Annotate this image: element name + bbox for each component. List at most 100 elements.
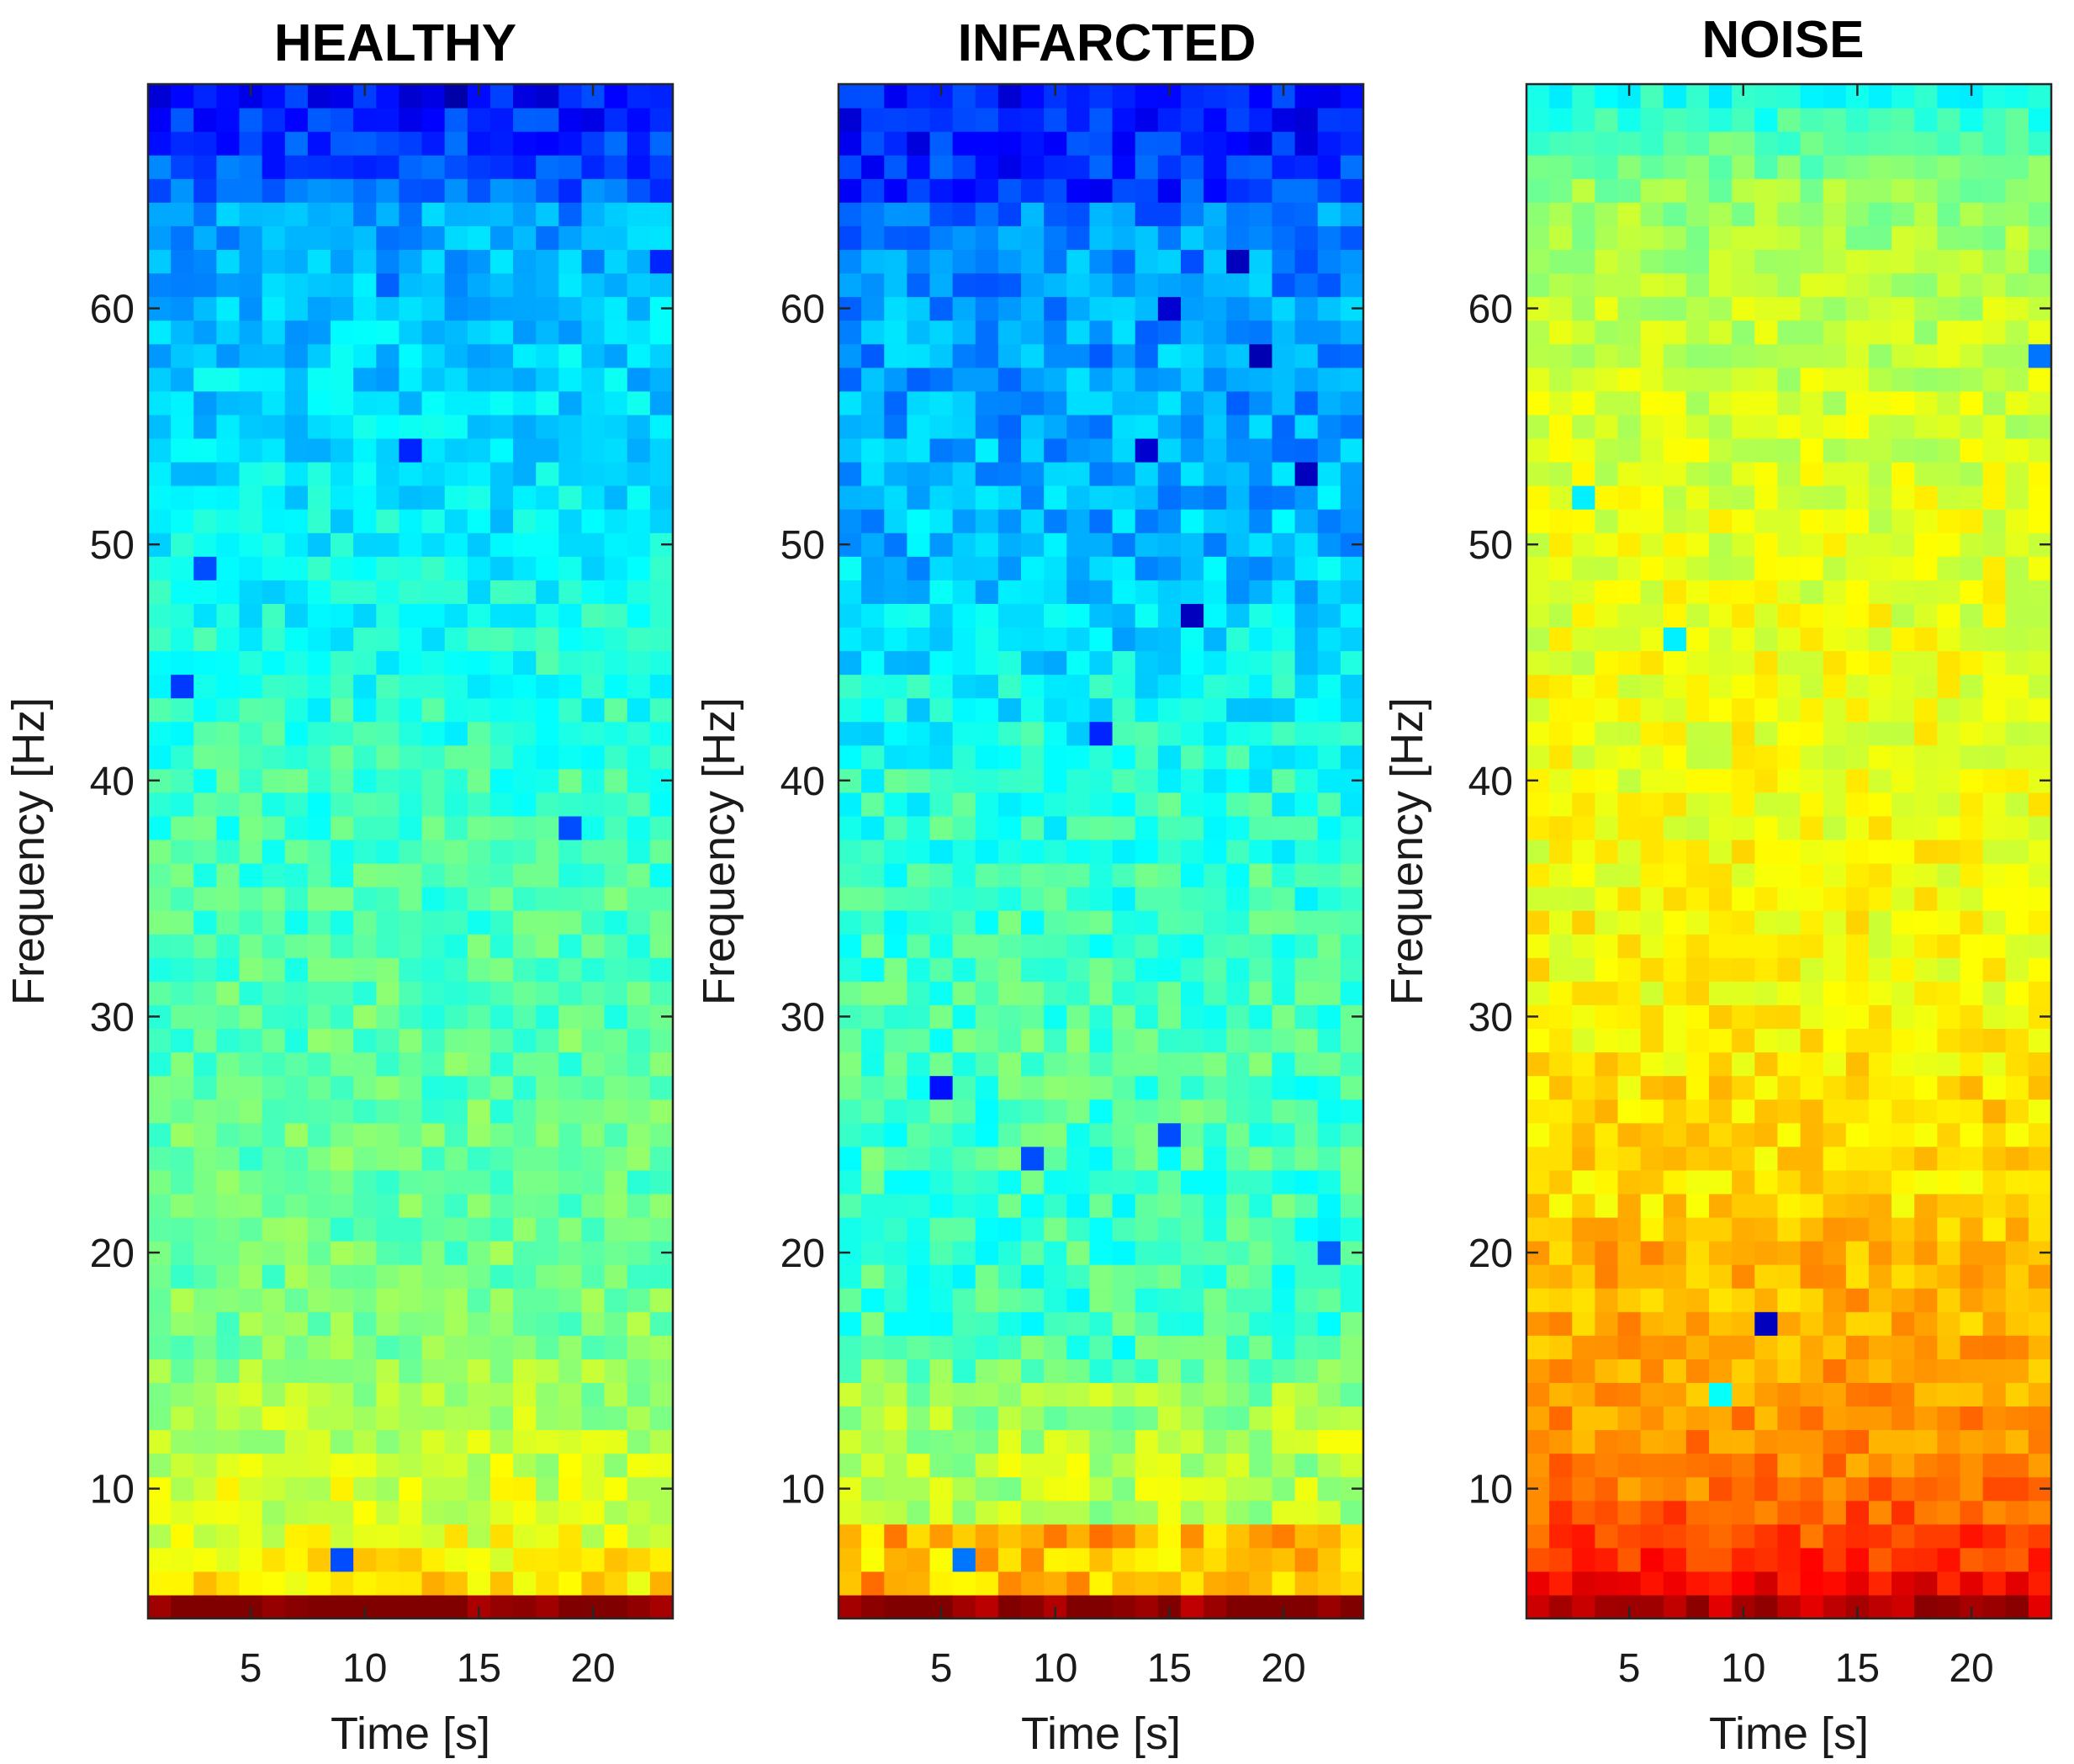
heatmap-cell xyxy=(884,1241,907,1265)
heatmap-cell xyxy=(1754,957,1779,982)
heatmap-cell xyxy=(2005,580,2029,604)
heatmap-cell xyxy=(1226,1122,1250,1147)
heatmap-cell xyxy=(1914,1288,1938,1312)
heatmap-cell xyxy=(421,1311,446,1336)
heatmap-cell xyxy=(148,721,172,746)
heatmap-cell xyxy=(1526,225,1550,251)
heatmap-cell xyxy=(376,697,400,723)
heatmap-cell xyxy=(1135,1476,1159,1502)
heatmap-cell xyxy=(907,1241,931,1265)
heatmap-cell xyxy=(861,296,885,321)
chart-title: NOISE xyxy=(1702,11,1865,69)
heatmap-cell xyxy=(649,1028,674,1053)
heatmap-cell xyxy=(2005,108,2029,132)
heatmap-cell xyxy=(1180,1571,1204,1596)
heatmap-cell xyxy=(1089,1359,1114,1383)
heatmap-cell xyxy=(148,1335,172,1359)
heatmap-cell xyxy=(1732,1216,1755,1242)
heatmap-cell xyxy=(1021,957,1045,982)
heatmap-cell xyxy=(307,390,331,416)
heatmap-cell xyxy=(1157,343,1182,368)
heatmap-cell xyxy=(1112,910,1136,935)
heatmap-cell xyxy=(216,887,241,911)
heatmap-cell xyxy=(1617,910,1642,935)
heatmap-cell xyxy=(1937,249,1961,274)
heatmap-cell xyxy=(1845,1571,1870,1596)
heatmap-cell xyxy=(952,1169,976,1195)
heatmap-cell xyxy=(353,108,377,132)
heatmap-cell xyxy=(239,1288,263,1312)
heatmap-cell xyxy=(239,1523,263,1549)
heatmap-cell xyxy=(239,1099,263,1124)
heatmap-cell xyxy=(1021,1500,1045,1525)
heatmap-cell xyxy=(1317,1099,1341,1124)
heatmap-cell xyxy=(952,390,976,416)
heatmap-cell xyxy=(1066,768,1091,793)
heatmap-cell xyxy=(262,887,286,911)
heatmap-cell xyxy=(331,1547,354,1572)
heatmap-cell xyxy=(353,1146,377,1171)
heatmap-cell xyxy=(2028,225,2052,251)
heatmap-cell xyxy=(1135,1311,1159,1336)
heatmap-cell xyxy=(1891,1122,1915,1147)
heatmap-cell xyxy=(1572,556,1595,580)
heatmap-cell xyxy=(1226,509,1250,533)
heatmap-cell xyxy=(1066,1382,1091,1407)
heatmap-cell xyxy=(1914,485,1938,510)
heatmap-cell xyxy=(1663,1547,1687,1572)
heatmap-cell xyxy=(536,1571,559,1596)
heatmap-cell xyxy=(649,1594,674,1619)
heatmap-cell xyxy=(239,1382,263,1407)
heatmap-cell xyxy=(1617,390,1642,416)
heatmap-cell xyxy=(1823,1193,1847,1218)
heatmap-cell xyxy=(861,580,885,604)
heatmap-cell xyxy=(627,957,651,982)
heatmap-cell xyxy=(1754,155,1779,179)
heatmap-cell xyxy=(1937,650,1961,675)
heatmap-cell xyxy=(1891,1004,1915,1030)
heatmap-cell xyxy=(399,910,423,935)
heatmap-cell xyxy=(1089,343,1114,368)
heatmap-cell xyxy=(1960,603,1984,628)
heatmap-cell xyxy=(1617,792,1642,817)
heatmap-cell xyxy=(997,1122,1022,1147)
heatmap-cell xyxy=(1204,296,1227,321)
heatmap-cell xyxy=(604,1453,628,1478)
heatmap-cell xyxy=(1157,839,1182,864)
heatmap-cell xyxy=(307,1406,331,1431)
heatmap-cell xyxy=(604,437,628,463)
heatmap-cell xyxy=(884,603,907,628)
heatmap-cell xyxy=(353,509,377,533)
heatmap-cell xyxy=(1572,768,1595,793)
heatmap-cell xyxy=(1663,627,1687,652)
heatmap-cell xyxy=(513,1099,537,1124)
heatmap-cell xyxy=(1800,509,1824,533)
heatmap-cell xyxy=(1891,839,1915,864)
heatmap-cell xyxy=(627,934,651,958)
heatmap-cell xyxy=(884,1476,907,1502)
heatmap-cell xyxy=(604,1335,628,1359)
heatmap-cell xyxy=(1709,202,1733,226)
heatmap-cell xyxy=(1226,131,1250,156)
heatmap-cell xyxy=(239,367,263,392)
heatmap-cell xyxy=(284,1193,309,1218)
heatmap-cell xyxy=(884,580,907,604)
heatmap-cell xyxy=(353,1476,377,1502)
heatmap-cell xyxy=(1709,1264,1733,1289)
heatmap-cell xyxy=(997,1169,1022,1195)
heatmap-cell xyxy=(907,1099,931,1124)
heatmap-cell xyxy=(1800,1429,1824,1454)
heatmap-cell xyxy=(399,1335,423,1359)
heatmap-cell xyxy=(907,603,931,628)
heatmap-cell xyxy=(839,721,862,746)
heatmap-cell xyxy=(2005,1004,2029,1030)
heatmap-cell xyxy=(1777,556,1802,580)
heatmap-cell xyxy=(376,815,400,840)
heatmap-cell xyxy=(148,131,172,156)
heatmap-cell xyxy=(627,532,651,557)
heatmap-cell xyxy=(262,863,286,887)
heatmap-cell xyxy=(1180,650,1204,675)
heatmap-cell xyxy=(975,1122,999,1147)
heatmap-cell xyxy=(558,863,583,887)
heatmap-cell xyxy=(1685,1453,1710,1478)
